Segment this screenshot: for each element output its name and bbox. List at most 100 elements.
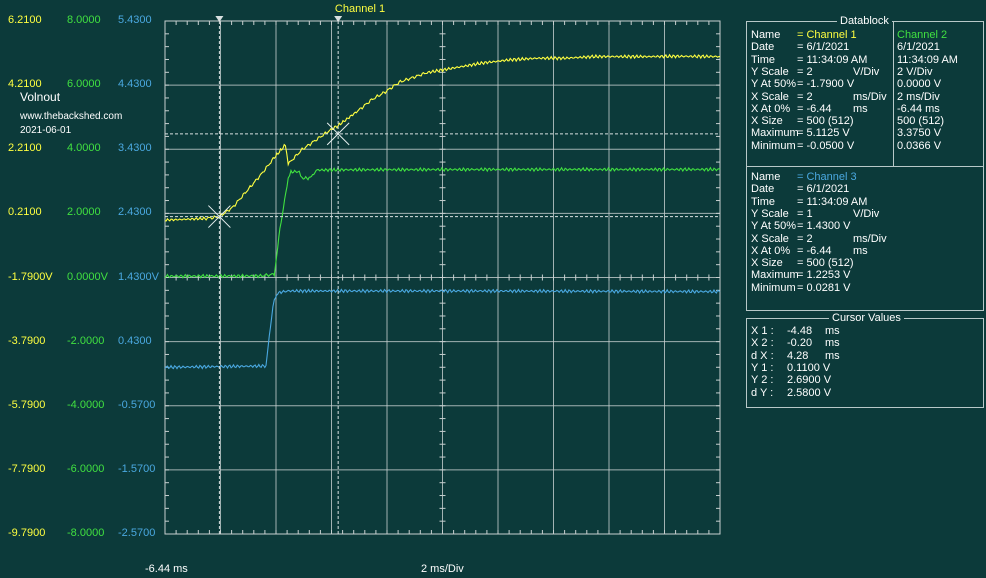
datablock-value: = 5.1125 V bbox=[797, 127, 850, 140]
y-tick-ch3: -2.5700 bbox=[118, 527, 156, 539]
cursor-values-title: Cursor Values bbox=[829, 312, 904, 324]
y-tick-ch2: -2.0000 bbox=[67, 334, 105, 347]
datablock-label: Y Scale bbox=[751, 65, 789, 78]
datablock-unit: V/Div bbox=[853, 207, 880, 220]
y-tick-ch3: 5.4300 bbox=[118, 14, 152, 26]
datablock-unit: ms/Div bbox=[853, 232, 887, 245]
ch2-value: 0.0000 V bbox=[897, 78, 942, 91]
x-scale-label: 2 ms/Div bbox=[421, 563, 464, 575]
datablock-value: = 11:34:09 AM bbox=[797, 53, 868, 66]
ch2-value: 2 V/Div bbox=[897, 65, 933, 78]
y-tick-ch3: 2.4300 bbox=[118, 206, 152, 219]
y-tick-ch1: 4.2100 bbox=[8, 78, 42, 91]
datablock-label: X Size bbox=[751, 115, 783, 128]
scope-cursors bbox=[165, 16, 720, 534]
cursor-x1-marker bbox=[215, 16, 224, 22]
y-tick-ch1: -5.7900 bbox=[8, 398, 46, 411]
cursor-label: Y 2 : bbox=[751, 374, 774, 387]
datablock-value: = 500 (512) bbox=[797, 257, 854, 270]
cursor-label: d X : bbox=[751, 349, 774, 362]
datablock-value: = 6/1/2021 bbox=[797, 41, 850, 54]
datablock-value: = 0.0281 V bbox=[797, 281, 851, 294]
y-tick-ch1: -9.7900 bbox=[8, 527, 46, 539]
y-tick-ch1: 0.2100 bbox=[8, 206, 42, 219]
cursor-label: Y 1 : bbox=[751, 361, 774, 374]
y-tick-ch2: -8.0000 bbox=[67, 527, 105, 539]
datablock-label: Y Scale bbox=[751, 207, 789, 220]
datablock-value: = 2 bbox=[797, 90, 813, 103]
cursor-value: 2.6900 V bbox=[787, 374, 832, 387]
cursor-value: 2.5800 V bbox=[787, 386, 832, 399]
datablock-value: = -1.7900 V bbox=[797, 78, 855, 91]
cursor-value: 0.1100 V bbox=[787, 361, 831, 374]
cursor-x2-marker bbox=[334, 16, 343, 22]
datablock-value: = -6.44 bbox=[797, 102, 832, 115]
datablock-separator bbox=[747, 166, 983, 167]
datablock-label: X Scale bbox=[751, 90, 789, 103]
y-tick-ch1: 2.2100 bbox=[8, 142, 42, 155]
y-tick-ch1: -1.7900V bbox=[8, 270, 53, 283]
y-tick-ch3: -0.5700 bbox=[118, 398, 156, 411]
datablock-value: = 6/1/2021 bbox=[797, 183, 850, 196]
datablock-label: Minimum bbox=[751, 139, 796, 152]
datablock-label: X At 0% bbox=[751, 244, 791, 257]
datablock-label: Date bbox=[751, 41, 775, 54]
datablock-label: X At 0% bbox=[751, 102, 791, 115]
scope-traces bbox=[164, 53, 721, 370]
cursor-label: X 1 : bbox=[751, 325, 774, 337]
cursor-value: -0.20 bbox=[787, 337, 813, 350]
datablock-label: Time bbox=[751, 195, 776, 208]
datablock-value: = -0.0500 V bbox=[797, 139, 855, 152]
y-tick-ch2: 4.0000 bbox=[67, 142, 101, 155]
ch2-value: 3.3750 V bbox=[897, 127, 942, 140]
datablock-value: = 1.4300 V bbox=[797, 220, 851, 233]
datablock-label: Maximum bbox=[751, 269, 799, 282]
datablock-label: Minimum bbox=[751, 281, 796, 294]
y-tick-ch1: -3.7900 bbox=[8, 334, 46, 347]
datablock-unit: V/Div bbox=[853, 65, 880, 78]
overlay-date: 2021-06-01 bbox=[20, 125, 72, 136]
datablock-value: = 1.2253 V bbox=[797, 269, 851, 282]
datablock-label: Y At 50% bbox=[751, 78, 797, 91]
datablock-label: Maximum bbox=[751, 127, 799, 140]
y-tick-ch2: 2.0000 bbox=[67, 206, 101, 219]
cursor-label: X 2 : bbox=[751, 337, 774, 350]
y-tick-ch3: -1.5700 bbox=[118, 462, 156, 475]
cursor-values-panel: Cursor Values X 1 : -4.48 ms X 2 : -0.20 ms d … bbox=[746, 312, 984, 408]
datablock-unit: ms/Div bbox=[853, 90, 887, 103]
y-tick-ch3: 3.4300 bbox=[118, 142, 152, 155]
datablock-label: Name bbox=[751, 29, 781, 41]
y-tick-ch1: -7.7900 bbox=[8, 462, 46, 475]
ch2-value: 0.0366 V bbox=[897, 139, 942, 152]
overlay-site: www.thebackshed.com bbox=[20, 111, 123, 122]
datablock-label: Date bbox=[751, 183, 775, 196]
cursor-value: 4.28 bbox=[787, 349, 809, 362]
trace-channel-1 bbox=[164, 53, 720, 222]
cursor-unit: ms bbox=[825, 349, 840, 362]
ch2-value: 11:34:09 AM bbox=[897, 53, 958, 66]
datablock-unit: ms bbox=[853, 244, 868, 257]
ch2-value: -6.44 ms bbox=[897, 102, 940, 115]
cursor-label: d Y : bbox=[751, 386, 774, 399]
cursor-unit: ms bbox=[825, 337, 840, 350]
x-start-label: -6.44 ms bbox=[145, 563, 188, 575]
ch2-value: Channel 2 bbox=[897, 29, 948, 41]
datablock-value: = 1 bbox=[797, 207, 813, 220]
plot-title: Channel 1 bbox=[334, 3, 386, 15]
datablock-label: Name bbox=[751, 171, 781, 183]
cursor-cross bbox=[326, 122, 350, 146]
datablock-label: Time bbox=[751, 53, 776, 66]
trace-channel-2 bbox=[164, 166, 721, 279]
datablock-value: = 2 bbox=[797, 65, 813, 78]
scope-grid bbox=[164, 20, 721, 535]
y-tick-ch3: 0.4300 bbox=[118, 334, 152, 347]
cursor-unit: ms bbox=[825, 325, 840, 337]
ch2-value: 2 ms/Div bbox=[897, 90, 940, 103]
trace-channel-3 bbox=[164, 288, 721, 370]
datablock-value: = -6.44 bbox=[797, 244, 832, 257]
datablock-panel: Datablock Name = Channel 1 Date = 6/1/2021 T… bbox=[746, 15, 984, 311]
y-tick-ch2: -6.0000 bbox=[67, 462, 105, 475]
y-tick-ch2: 0.0000V bbox=[67, 270, 108, 283]
datablock-value: = 11:34:09 AM bbox=[797, 195, 868, 208]
